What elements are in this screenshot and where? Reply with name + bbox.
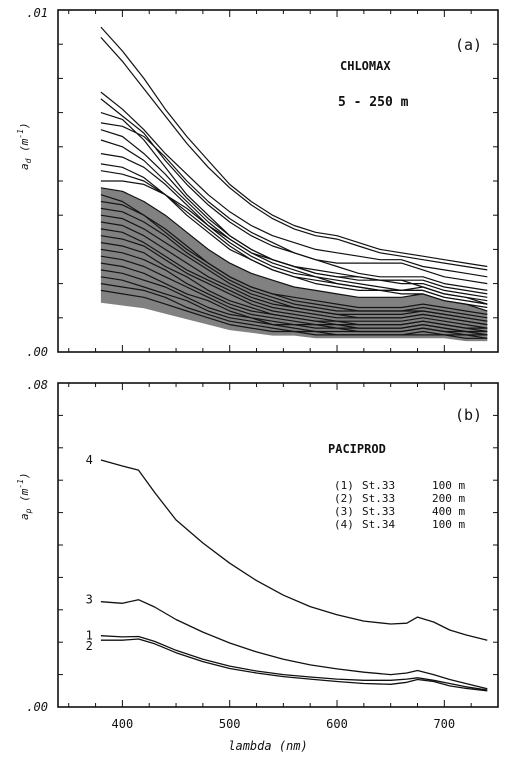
panel-a-ytick-top: .01 — [26, 6, 48, 20]
legend-num: (4) — [334, 518, 354, 531]
panel-b-title: PACIPROD — [328, 442, 386, 456]
curve-label-4: 4 — [86, 453, 93, 467]
x-tick-label: 600 — [326, 717, 348, 731]
legend-num: (3) — [334, 505, 354, 518]
x-tick-label: 500 — [219, 717, 241, 731]
legend-depth: 100 m — [432, 479, 465, 492]
panel-b-curve-labels: 12 3 4 — [86, 453, 93, 653]
panel-b-xtick-labels: 400 500 600 700 — [112, 717, 456, 731]
curve-label-3: 3 — [86, 593, 93, 607]
series-line — [100, 122, 488, 291]
series-line — [100, 91, 488, 278]
legend-depth: 100 m — [432, 518, 465, 531]
panel-a-ticks — [58, 10, 498, 352]
panel-b-ytick-bottom: .00 — [26, 700, 48, 714]
panel-b-xlabel: lambda (nm) — [228, 739, 307, 753]
series-line — [100, 26, 488, 268]
panel-b-label: (b) — [455, 406, 482, 424]
curve-label-1: 1 — [86, 629, 93, 643]
curve-label-2: 2 — [86, 639, 93, 653]
legend-num: (1) — [334, 479, 354, 492]
legend-station: St.34 — [362, 518, 395, 531]
legend-station: St.33 — [362, 505, 395, 518]
x-tick-label: 700 — [433, 717, 455, 731]
series-line — [100, 599, 488, 690]
panel-b-ylabel: ap (m-1) — [16, 472, 33, 520]
panel-a: .01 .00 ad (m-1) (a) CHLOMAX 5 - 250 m — [16, 6, 499, 359]
panel-a-title: CHLOMAX — [340, 59, 391, 73]
series-line — [100, 459, 488, 641]
panel-a-subtitle: 5 - 250 m — [338, 95, 409, 110]
panel-b-legend: (1) St.33 100 m (2) St.33 200 m (3) St.33 400 m (… — [334, 479, 465, 531]
panel-a-label: (a) — [455, 36, 482, 54]
panel-a-ytick-bottom: .00 — [26, 345, 48, 359]
x-tick-label: 400 — [112, 717, 134, 731]
panel-a-ylabel: ad (m-1) — [16, 122, 33, 170]
legend-station: St.33 — [362, 479, 395, 492]
legend-depth: 400 m — [432, 505, 465, 518]
panel-b-ticks — [58, 383, 498, 707]
panel-b: 12 3 4 .08 .00 ap (m-1) (b) PACIPROD (1) St… — [16, 378, 499, 753]
dense-spectra-band — [100, 187, 488, 342]
series-line — [100, 635, 488, 691]
legend-station: St.33 — [362, 492, 395, 505]
legend-depth: 200 m — [432, 492, 465, 505]
panel-a-lines — [100, 26, 488, 342]
panel-b-lines — [100, 459, 488, 692]
series-line — [100, 36, 488, 271]
series-line — [100, 638, 488, 692]
panel-b-ytick-top: .08 — [26, 378, 48, 392]
legend-num: (2) — [334, 492, 354, 505]
